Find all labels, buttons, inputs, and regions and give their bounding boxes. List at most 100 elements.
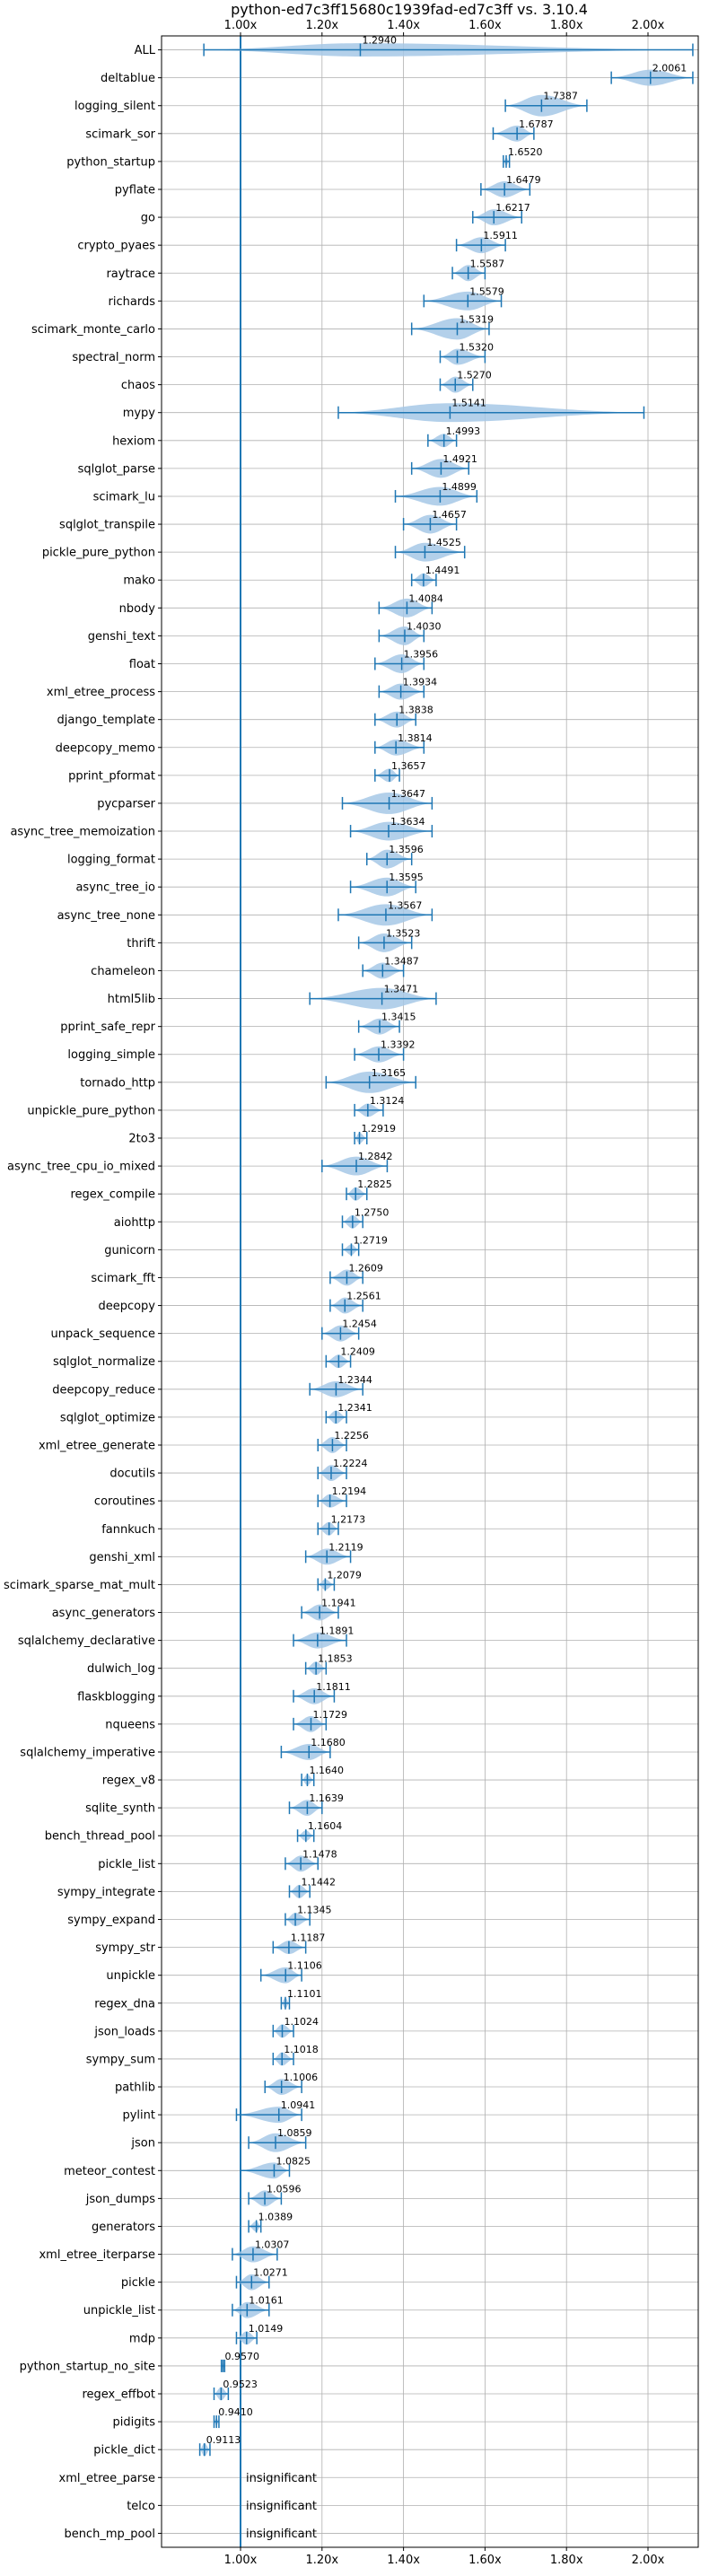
y-tick-label: sqlglot_normalize: [53, 1355, 155, 1369]
violin-layer: [198, 36, 694, 2547]
y-tick-label: json_dumps: [85, 2193, 155, 2206]
value-label: 1.1101: [287, 1988, 322, 2000]
y-tick-label: bench_thread_pool: [45, 1830, 155, 1844]
y-tick-label: json_loads: [93, 2025, 155, 2038]
value-label: 1.3567: [388, 899, 423, 911]
y-tick-label: scimark_monte_carlo: [31, 323, 155, 337]
value-label: 1.2173: [331, 1513, 366, 1525]
y-tick-label: pprint_pformat: [68, 769, 155, 783]
value-label: 1.3595: [389, 872, 424, 883]
y-tick-label: pylint: [122, 2109, 155, 2123]
value-label: 1.5270: [457, 370, 492, 381]
y-tick-label: sqlglot_parse: [78, 462, 155, 476]
y-tick-label: mako: [123, 574, 155, 588]
y-tick-label: async_tree_cpu_io_mixed: [7, 1161, 155, 1174]
value-label: 0.9570: [224, 2351, 259, 2362]
value-label: 1.3415: [381, 1012, 416, 1023]
y-tick-label: html5lib: [108, 993, 155, 1006]
y-tick-label: scimark_sor: [85, 127, 155, 141]
y-tick-label: pyflate: [115, 183, 155, 197]
x-tick-label-top: 1.60x: [468, 19, 502, 32]
grid-layer: [162, 36, 698, 2547]
y-tick-label: richards: [109, 295, 156, 309]
value-label: 1.1106: [287, 1960, 322, 1972]
y-tick-label: python_startup_no_site: [20, 2360, 155, 2373]
y-tick-label: json: [130, 2137, 155, 2151]
value-label: 1.3523: [386, 927, 421, 939]
value-label: 1.1604: [308, 1820, 343, 1832]
insignificant-label: insignificant: [246, 2500, 317, 2513]
insignificant-label: insignificant: [246, 2472, 317, 2485]
y-tick-label: aiohttp: [114, 1216, 155, 1230]
value-label: 1.4030: [407, 620, 442, 632]
y-tick-label: genshi_xml: [89, 1551, 155, 1564]
y-tick-label: go: [141, 212, 155, 225]
value-label: 1.1024: [284, 2016, 319, 2028]
value-label: 1.4491: [425, 565, 460, 576]
y-tick-label: genshi_text: [88, 630, 155, 644]
y-tick-label: xml_etree_parse: [59, 2472, 155, 2485]
value-label: 1.1680: [311, 1737, 346, 1748]
value-label: 1.5319: [459, 313, 494, 325]
value-label: 0.9523: [223, 2379, 257, 2390]
x-tick-label-bottom: 1.40x: [387, 2554, 420, 2567]
value-label: 1.2224: [333, 1458, 368, 1469]
x-tick-label-top: 1.00x: [224, 19, 258, 32]
y-tick-label: deepcopy_reduce: [52, 1383, 155, 1397]
value-label: 1.0596: [267, 2183, 302, 2195]
y-tick-label: tornado_http: [80, 1076, 155, 1090]
x-tick-label-top: 1.40x: [387, 19, 420, 32]
value-label: 1.2119: [328, 1541, 363, 1553]
value-label: 1.0389: [258, 2211, 293, 2222]
y-tick-label: logging_simple: [67, 1048, 155, 1062]
y-tick-label: unpickle: [106, 1969, 155, 1983]
x-tick-label-bottom: 2.00x: [632, 2554, 665, 2567]
y-tick-label: scimark_fft: [91, 1272, 155, 1285]
value-label: 1.3392: [381, 1039, 416, 1051]
value-label: 1.5320: [460, 342, 495, 354]
y-tick-label: pathlib: [115, 2081, 155, 2095]
value-label: 1.6217: [495, 202, 530, 214]
value-label: 1.1891: [320, 1625, 355, 1637]
value-label: 1.3124: [370, 1095, 405, 1107]
insignificant-label: insignificant: [246, 2528, 317, 2541]
y-tick-label: sqlglot_optimize: [60, 1411, 155, 1424]
value-label: 1.1018: [284, 2044, 319, 2055]
value-label: 1.2454: [342, 1319, 377, 1330]
y-tick-label: regex_effbot: [82, 2388, 155, 2402]
y-tick-label: deepcopy_memo: [56, 741, 155, 755]
x-tick-label-bottom: 1.20x: [305, 2554, 338, 2567]
y-tick-label: thrift: [127, 937, 155, 951]
x-tick-label-bottom: 1.00x: [224, 2554, 258, 2567]
y-tick-label: flaskblogging: [77, 1690, 155, 1704]
y-tick-label: coroutines: [94, 1495, 155, 1509]
y-tick-label: chaos: [121, 379, 155, 392]
y-tick-label: xml_etree_generate: [39, 1439, 155, 1452]
y-tick-label: dulwich_log: [87, 1662, 155, 1676]
value-label: 1.3838: [398, 705, 433, 716]
value-label: 1.1442: [301, 1876, 336, 1888]
y-tick-label: hexiom: [112, 434, 155, 448]
y-tick-label: async_tree_memoization: [10, 826, 155, 839]
y-tick-label: unpickle_list: [83, 2304, 155, 2318]
value-label: 1.5911: [483, 230, 518, 241]
value-label: 1.3934: [403, 677, 438, 688]
value-label: 1.2750: [355, 1206, 390, 1218]
value-label: 1.6520: [508, 146, 543, 158]
y-tick-label: sqlalchemy_declarative: [18, 1634, 155, 1648]
value-label: 1.2719: [353, 1234, 388, 1246]
chart-title: python-ed7c3ff15680c1939fad-ed7c3ff vs. …: [231, 1, 588, 18]
value-label: 1.4084: [408, 592, 443, 604]
y-tick-label: meteor_contest: [64, 2165, 155, 2178]
value-label: 2.0061: [652, 63, 687, 74]
y-tick-label: ALL: [135, 44, 156, 57]
y-tick-label: docutils: [109, 1468, 155, 1481]
value-label: 1.3657: [391, 760, 426, 772]
value-label: 1.4657: [432, 509, 467, 521]
x-tick-label-top: 1.80x: [550, 19, 583, 32]
y-tick-label: pprint_safe_repr: [60, 1021, 155, 1034]
value-label: 1.4525: [426, 537, 461, 548]
y-tick-label: deltablue: [101, 72, 155, 85]
value-label: 1.3634: [390, 816, 425, 828]
value-label: 1.1187: [291, 1932, 326, 1944]
